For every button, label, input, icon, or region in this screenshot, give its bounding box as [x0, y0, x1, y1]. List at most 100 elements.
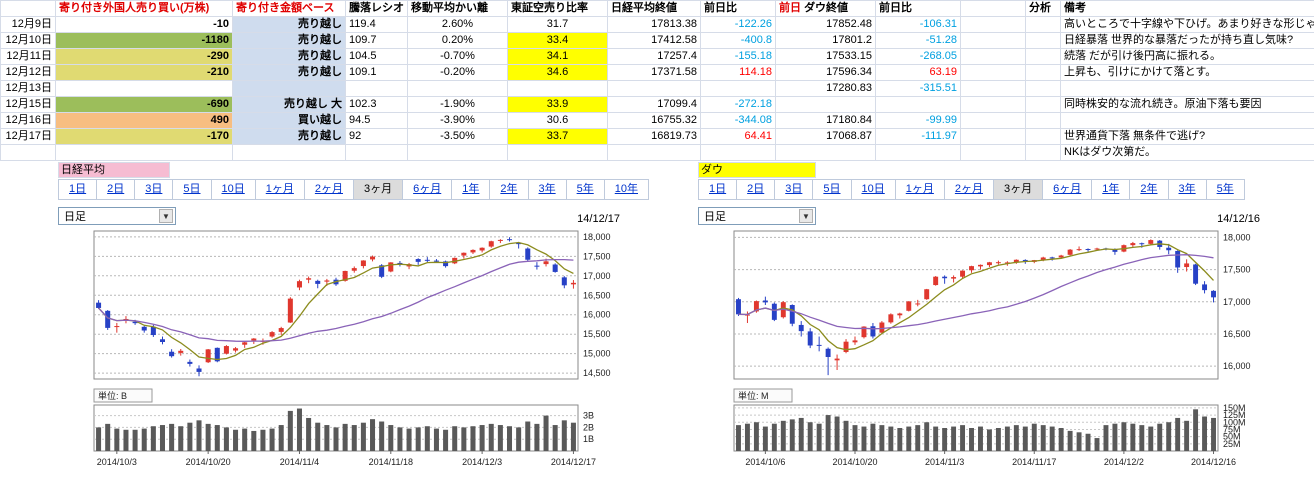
- header-foreign-buying[interactable]: 寄り付き外国人売り買い(万株): [56, 1, 233, 17]
- cell-nikkei-change[interactable]: -272.18: [701, 97, 776, 113]
- cell-foreign[interactable]: -1180: [56, 33, 233, 49]
- cell-amount[interactable]: 売り越し: [233, 33, 346, 49]
- period-tab-2年[interactable]: 2年: [1130, 179, 1168, 200]
- cell-foreign[interactable]: -290: [56, 49, 233, 65]
- cell-remarks[interactable]: 続落 だが引け後円高に振れる。: [1061, 49, 1314, 65]
- period-tab-1日[interactable]: 1日: [58, 179, 97, 200]
- cell-amount[interactable]: 売り越し: [233, 17, 346, 33]
- cell-date[interactable]: 12月9日: [1, 17, 56, 33]
- period-tab-1年[interactable]: 1年: [1092, 179, 1130, 200]
- cell-amount[interactable]: 売り越し 大: [233, 97, 346, 113]
- header-short-selling-ratio[interactable]: 東証空売り比率: [508, 1, 608, 17]
- cell-ma-deviation[interactable]: -0.20%: [408, 65, 508, 81]
- period-tab-3日[interactable]: 3日: [775, 179, 813, 200]
- cell-nikkei-close[interactable]: 17813.38: [608, 17, 701, 33]
- cell-spare[interactable]: [961, 129, 1026, 145]
- cell-remarks[interactable]: 上昇も、引けにかけて落とす。: [1061, 65, 1314, 81]
- header-analysis[interactable]: 分析: [1026, 1, 1061, 17]
- cell-foreign[interactable]: 490: [56, 113, 233, 129]
- cell-nikkei-change[interactable]: -155.18: [701, 49, 776, 65]
- period-tab-5年[interactable]: 5年: [1207, 179, 1245, 200]
- cell-dow-close[interactable]: 17852.48: [776, 17, 876, 33]
- cell-spare[interactable]: [961, 49, 1026, 65]
- period-tab-5日[interactable]: 5日: [173, 179, 211, 200]
- period-tab-2ヶ月[interactable]: 2ヶ月: [305, 179, 354, 200]
- period-tab-2ヶ月[interactable]: 2ヶ月: [945, 179, 994, 200]
- cell-dow-close[interactable]: 17280.83: [776, 81, 876, 97]
- cell-short-ratio[interactable]: 33.4: [508, 33, 608, 49]
- cell-ratio[interactable]: 119.4: [346, 17, 408, 33]
- cell-nikkei-close[interactable]: 17257.4: [608, 49, 701, 65]
- period-tab-10日[interactable]: 10日: [212, 179, 256, 200]
- header-dow-change[interactable]: 前日比: [876, 1, 961, 17]
- cell-ma-deviation[interactable]: -0.70%: [408, 49, 508, 65]
- cell-amount[interactable]: [233, 145, 346, 161]
- cell-nikkei-close[interactable]: 17412.58: [608, 33, 701, 49]
- period-tab-3ヶ月[interactable]: 3ヶ月: [994, 179, 1043, 200]
- cell-ratio[interactable]: 109.1: [346, 65, 408, 81]
- cell-ratio[interactable]: 104.5: [346, 49, 408, 65]
- cell-foreign[interactable]: -210: [56, 65, 233, 81]
- cell-ma-deviation[interactable]: -1.90%: [408, 97, 508, 113]
- cell-dow-change[interactable]: -315.51: [876, 81, 961, 97]
- period-tab-1日[interactable]: 1日: [698, 179, 737, 200]
- cell-dow-change[interactable]: [876, 97, 961, 113]
- period-tab-2年[interactable]: 2年: [490, 179, 528, 200]
- cell-spare[interactable]: [961, 81, 1026, 97]
- period-tab-10日[interactable]: 10日: [852, 179, 896, 200]
- cell-date[interactable]: 12月16日: [1, 113, 56, 129]
- header-nikkei-change[interactable]: 前日比: [701, 1, 776, 17]
- cell-nikkei-close[interactable]: 16755.32: [608, 113, 701, 129]
- header-dow-close[interactable]: 前日 ダウ終値: [776, 1, 876, 17]
- cell-nikkei-close[interactable]: [608, 145, 701, 161]
- period-tab-3日[interactable]: 3日: [135, 179, 173, 200]
- cell-analysis[interactable]: [1026, 113, 1061, 129]
- cell-ratio[interactable]: [346, 145, 408, 161]
- cell-date[interactable]: 12月13日: [1, 81, 56, 97]
- header-remarks[interactable]: 備考: [1061, 1, 1314, 17]
- cell-date[interactable]: 12月12日: [1, 65, 56, 81]
- cell-ma-deviation[interactable]: [408, 81, 508, 97]
- period-tab-1年[interactable]: 1年: [452, 179, 490, 200]
- cell-ma-deviation[interactable]: -3.50%: [408, 129, 508, 145]
- cell-dow-close[interactable]: 17068.87: [776, 129, 876, 145]
- cell-spare[interactable]: [961, 97, 1026, 113]
- cell-ratio[interactable]: 92: [346, 129, 408, 145]
- header-date-blank[interactable]: [1, 1, 56, 17]
- cell-dow-change[interactable]: -111.97: [876, 129, 961, 145]
- cell-foreign[interactable]: -690: [56, 97, 233, 113]
- cell-dow-change[interactable]: -99.99: [876, 113, 961, 129]
- period-tab-1ヶ月[interactable]: 1ヶ月: [896, 179, 945, 200]
- cell-date[interactable]: 12月11日: [1, 49, 56, 65]
- header-ma-deviation[interactable]: 移動平均かい離: [408, 1, 508, 17]
- cell-analysis[interactable]: [1026, 97, 1061, 113]
- cell-short-ratio[interactable]: 33.9: [508, 97, 608, 113]
- cell-ma-deviation[interactable]: -3.90%: [408, 113, 508, 129]
- cell-dow-close[interactable]: 17596.34: [776, 65, 876, 81]
- cell-dow-close[interactable]: [776, 145, 876, 161]
- cell-foreign[interactable]: [56, 81, 233, 97]
- cell-amount[interactable]: [233, 81, 346, 97]
- cell-analysis[interactable]: [1026, 129, 1061, 145]
- cell-analysis[interactable]: [1026, 81, 1061, 97]
- cell-foreign[interactable]: -10: [56, 17, 233, 33]
- cell-short-ratio[interactable]: 34.6: [508, 65, 608, 81]
- cell-dow-change[interactable]: -51.28: [876, 33, 961, 49]
- period-tab-3年[interactable]: 3年: [529, 179, 567, 200]
- cell-remarks[interactable]: NKはダウ次第だ。: [1061, 145, 1314, 161]
- cell-nikkei-change[interactable]: 114.18: [701, 65, 776, 81]
- cell-ma-deviation[interactable]: 0.20%: [408, 33, 508, 49]
- period-tab-3ヶ月[interactable]: 3ヶ月: [354, 179, 403, 200]
- dow-interval-select[interactable]: 日足 ▼: [698, 207, 816, 225]
- cell-short-ratio[interactable]: 30.6: [508, 113, 608, 129]
- cell-nikkei-close[interactable]: 16819.73: [608, 129, 701, 145]
- cell-remarks[interactable]: 世界通貨下落 無条件で逃げ?: [1061, 129, 1314, 145]
- period-tab-1ヶ月[interactable]: 1ヶ月: [256, 179, 305, 200]
- period-tab-5年[interactable]: 5年: [567, 179, 605, 200]
- cell-dow-close[interactable]: [776, 97, 876, 113]
- nikkei-interval-select[interactable]: 日足 ▼: [58, 207, 176, 225]
- period-tab-6ヶ月[interactable]: 6ヶ月: [403, 179, 452, 200]
- cell-dow-change[interactable]: -106.31: [876, 17, 961, 33]
- period-tab-2日[interactable]: 2日: [97, 179, 135, 200]
- cell-ma-deviation[interactable]: 2.60%: [408, 17, 508, 33]
